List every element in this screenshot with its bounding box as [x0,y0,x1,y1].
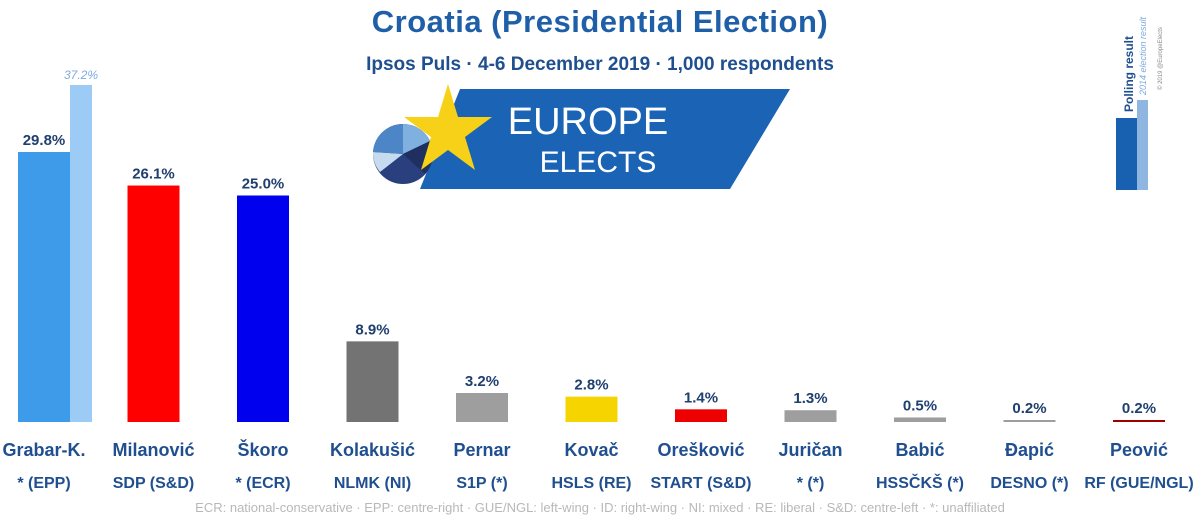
category-label-3: Škoro [237,439,288,460]
logo-line2: ELECTS [540,146,657,179]
party-label-4: NLMK (NI) [334,475,411,492]
category-label-9: Babić [895,440,944,460]
category-label-7: Orešković [657,440,744,460]
legend-previous-label: 2014 election result [1138,16,1148,96]
party-label-9: HSSČKŠ (*) [876,473,964,492]
data-label-5: 3.2% [465,373,499,390]
party-label-7: START (S&D) [650,475,751,492]
europe-elects-logo: EUROPE ELECTS [372,84,790,189]
data-label-8: 1.3% [793,390,827,407]
party-label-11: RF (GUE/NGL) [1084,475,1193,492]
data-label-11: 0.2% [1122,400,1156,417]
data-label-6: 2.8% [574,377,608,394]
party-label-6: HSLS (RE) [552,475,632,492]
bar-6 [565,396,618,422]
data-label-10: 0.2% [1012,400,1046,417]
party-label-1: * (EPP) [17,475,70,492]
party-label-2: SDP (S&D) [113,475,195,492]
category-label-10: Ðapić [1005,440,1054,460]
data-label-4: 8.9% [355,321,389,338]
bar-3 [237,195,289,422]
logo-line1: EUROPE [508,101,668,143]
bar-4 [346,341,399,422]
bar-9 [894,417,946,422]
previous-label-1: 37.2% [64,68,98,82]
legend-polling-label: Polling result [1122,36,1136,112]
category-label-2: Milanović [112,440,194,460]
bar-5 [456,393,508,422]
previous-bar-1 [70,84,92,422]
party-label-10: DESNO (*) [990,475,1068,492]
party-label-3: * (ECR) [235,475,290,492]
bar-1 [18,152,70,422]
bar-2 [127,185,180,422]
bar-11 [1113,420,1165,422]
category-label-4: Kolakušić [330,440,415,460]
bar-10 [1003,420,1056,422]
chart-subtitle: Ipsos Puls · 4-6 December 2019 · 1,000 r… [366,54,834,75]
legend-previous-swatch [1137,100,1148,190]
category-label-1: Grabar-K. [2,440,85,460]
category-label-11: Peović [1110,440,1168,460]
data-label-9: 0.5% [903,397,937,414]
data-label-2: 26.1% [132,166,175,183]
category-label-5: Pernar [453,440,510,460]
data-label-7: 1.4% [684,389,718,406]
legend-polling-swatch [1116,118,1137,190]
category-label-6: Kovač [564,440,618,460]
party-label-5: S1P (*) [456,475,507,492]
party-label-8: * (*) [797,475,825,492]
bar-8 [784,410,837,422]
footer-note: ECR: national-conservative · EPP: centre… [195,500,1005,515]
data-label-1: 29.8% [23,132,66,149]
category-label-8: Juričan [778,440,842,460]
chart-title: Croatia (Presidential Election) [371,4,829,39]
legend: Polling result 2014 election result © 20… [1116,16,1164,190]
bar-7 [675,409,727,422]
legend-credit: © 2019 @EuropeElects [1157,27,1164,90]
data-label-3: 25.0% [242,176,285,193]
